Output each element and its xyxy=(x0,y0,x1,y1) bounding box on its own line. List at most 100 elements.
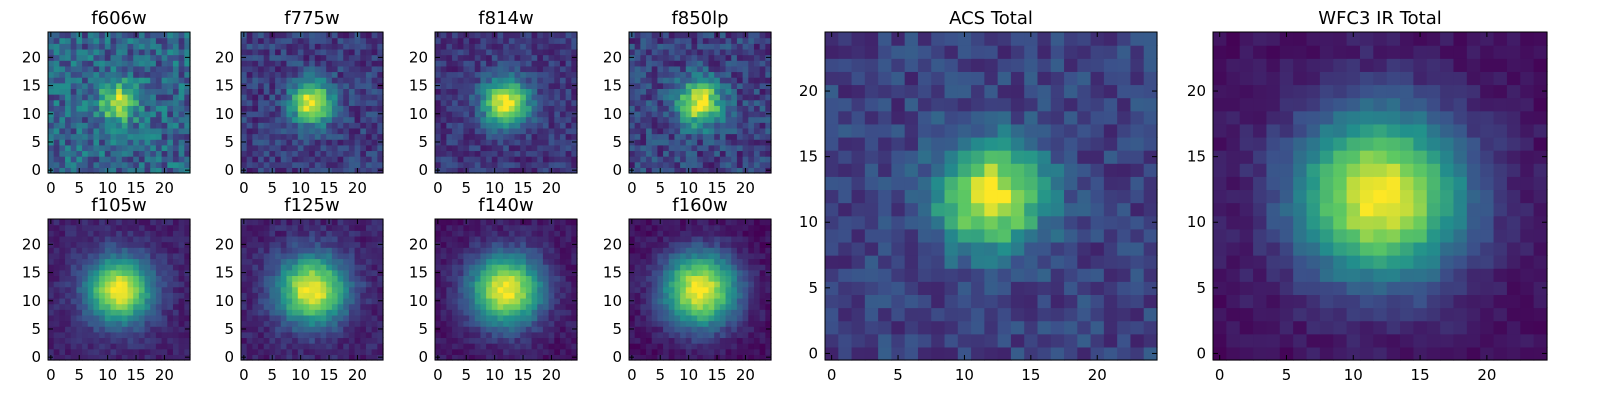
heatmap-cell xyxy=(668,32,676,39)
heatmap-cell xyxy=(303,230,310,237)
heatmap-cell xyxy=(70,71,77,78)
heatmap-cell xyxy=(725,286,732,293)
heatmap-cell xyxy=(331,258,339,265)
heatmap-cell xyxy=(542,281,550,288)
heatmap-cell xyxy=(663,105,670,112)
heatmap-cell xyxy=(719,161,727,168)
heatmap-cell xyxy=(503,230,510,237)
y-tick-label: 15 xyxy=(22,77,41,95)
heatmap-cell xyxy=(87,219,95,226)
heatmap-cell xyxy=(491,82,499,89)
heatmap-cell xyxy=(554,297,561,305)
heatmap-cell xyxy=(144,241,151,248)
heatmap-cell xyxy=(76,144,83,152)
heatmap-cell xyxy=(87,133,95,140)
heatmap-cell xyxy=(93,77,100,84)
heatmap-cell xyxy=(525,48,533,56)
heatmap-cell xyxy=(144,247,151,254)
heatmap-cell xyxy=(161,54,168,61)
heatmap-cell xyxy=(121,275,129,282)
heatmap-cell xyxy=(525,77,533,84)
heatmap-cell xyxy=(742,65,749,73)
heatmap-cell xyxy=(531,252,538,260)
heatmap-cell xyxy=(110,127,117,135)
heatmap-cell xyxy=(297,314,305,322)
heatmap-cell xyxy=(155,235,163,243)
heatmap-cell xyxy=(53,127,60,135)
heatmap-cell xyxy=(280,292,288,299)
heatmap-cell xyxy=(297,286,305,293)
heatmap-cell xyxy=(377,116,384,123)
heatmap-cell xyxy=(167,105,174,112)
heatmap-cell xyxy=(559,54,567,61)
heatmap-cell xyxy=(275,252,282,260)
heatmap-cell xyxy=(297,150,305,157)
heatmap-cell xyxy=(144,71,151,78)
heatmap-cell xyxy=(121,219,129,226)
heatmap-cell xyxy=(640,303,647,310)
heatmap-cell xyxy=(520,252,527,260)
heatmap-cell xyxy=(548,156,555,163)
heatmap-cell xyxy=(99,309,106,316)
heatmap-cell xyxy=(269,264,276,271)
heatmap-cell xyxy=(491,230,499,237)
heatmap-cell xyxy=(82,258,89,265)
heatmap-cell xyxy=(371,48,378,56)
heatmap-cell xyxy=(697,105,704,112)
heatmap-cell xyxy=(320,71,327,78)
heatmap-cell xyxy=(748,77,755,84)
heatmap-cell xyxy=(309,281,316,288)
heatmap-cell xyxy=(514,247,521,254)
heatmap-cell xyxy=(531,156,538,163)
heatmap-cell xyxy=(87,94,95,101)
heatmap-cell xyxy=(668,54,676,61)
heatmap-cell xyxy=(320,77,327,84)
heatmap-cell xyxy=(731,331,738,339)
heatmap-cell xyxy=(292,269,299,276)
heatmap-cell xyxy=(133,337,140,344)
heatmap-cell xyxy=(121,343,129,350)
heatmap-cell xyxy=(133,94,140,101)
heatmap-cell xyxy=(463,331,470,339)
heatmap-cell xyxy=(736,116,744,123)
heatmap-cell xyxy=(525,82,533,89)
heatmap-cell xyxy=(269,161,276,168)
heatmap-cell xyxy=(571,286,578,293)
heatmap-cell xyxy=(110,297,117,305)
heatmap-cell xyxy=(241,156,248,163)
heatmap-cell xyxy=(320,292,327,299)
heatmap-cell xyxy=(82,303,89,310)
heatmap-cell xyxy=(246,286,253,293)
heatmap-cell xyxy=(736,82,744,89)
heatmap-cell xyxy=(246,65,253,73)
heatmap-cell xyxy=(640,88,647,95)
heatmap-cell xyxy=(360,139,367,146)
heatmap-cell xyxy=(474,320,482,327)
heatmap-cell xyxy=(525,354,533,361)
heatmap-cell xyxy=(138,354,146,361)
heatmap-cell xyxy=(486,144,493,152)
heatmap-cell xyxy=(59,297,66,305)
heatmap-cell xyxy=(292,116,299,123)
heatmap-cell xyxy=(565,224,572,231)
heatmap-cell xyxy=(292,133,299,140)
heatmap-cell xyxy=(640,320,647,327)
heatmap-cell xyxy=(138,133,146,140)
heatmap-cell xyxy=(127,110,134,118)
heatmap-cell xyxy=(87,37,95,44)
heatmap-cell xyxy=(651,292,658,299)
heatmap-cell xyxy=(258,219,265,226)
heatmap-cell xyxy=(82,331,89,339)
heatmap-cell xyxy=(326,224,333,231)
heatmap-cell xyxy=(53,54,60,61)
heatmap-cell xyxy=(377,32,384,39)
heatmap-cell xyxy=(663,337,670,344)
heatmap-cell xyxy=(435,60,442,67)
heatmap-cell xyxy=(497,331,504,339)
heatmap-cell xyxy=(657,94,664,101)
heatmap-cell xyxy=(59,65,66,73)
heatmap-cell xyxy=(736,161,744,168)
heatmap-cell xyxy=(104,320,112,327)
heatmap-cell xyxy=(565,105,572,112)
heatmap-cell xyxy=(469,331,476,339)
